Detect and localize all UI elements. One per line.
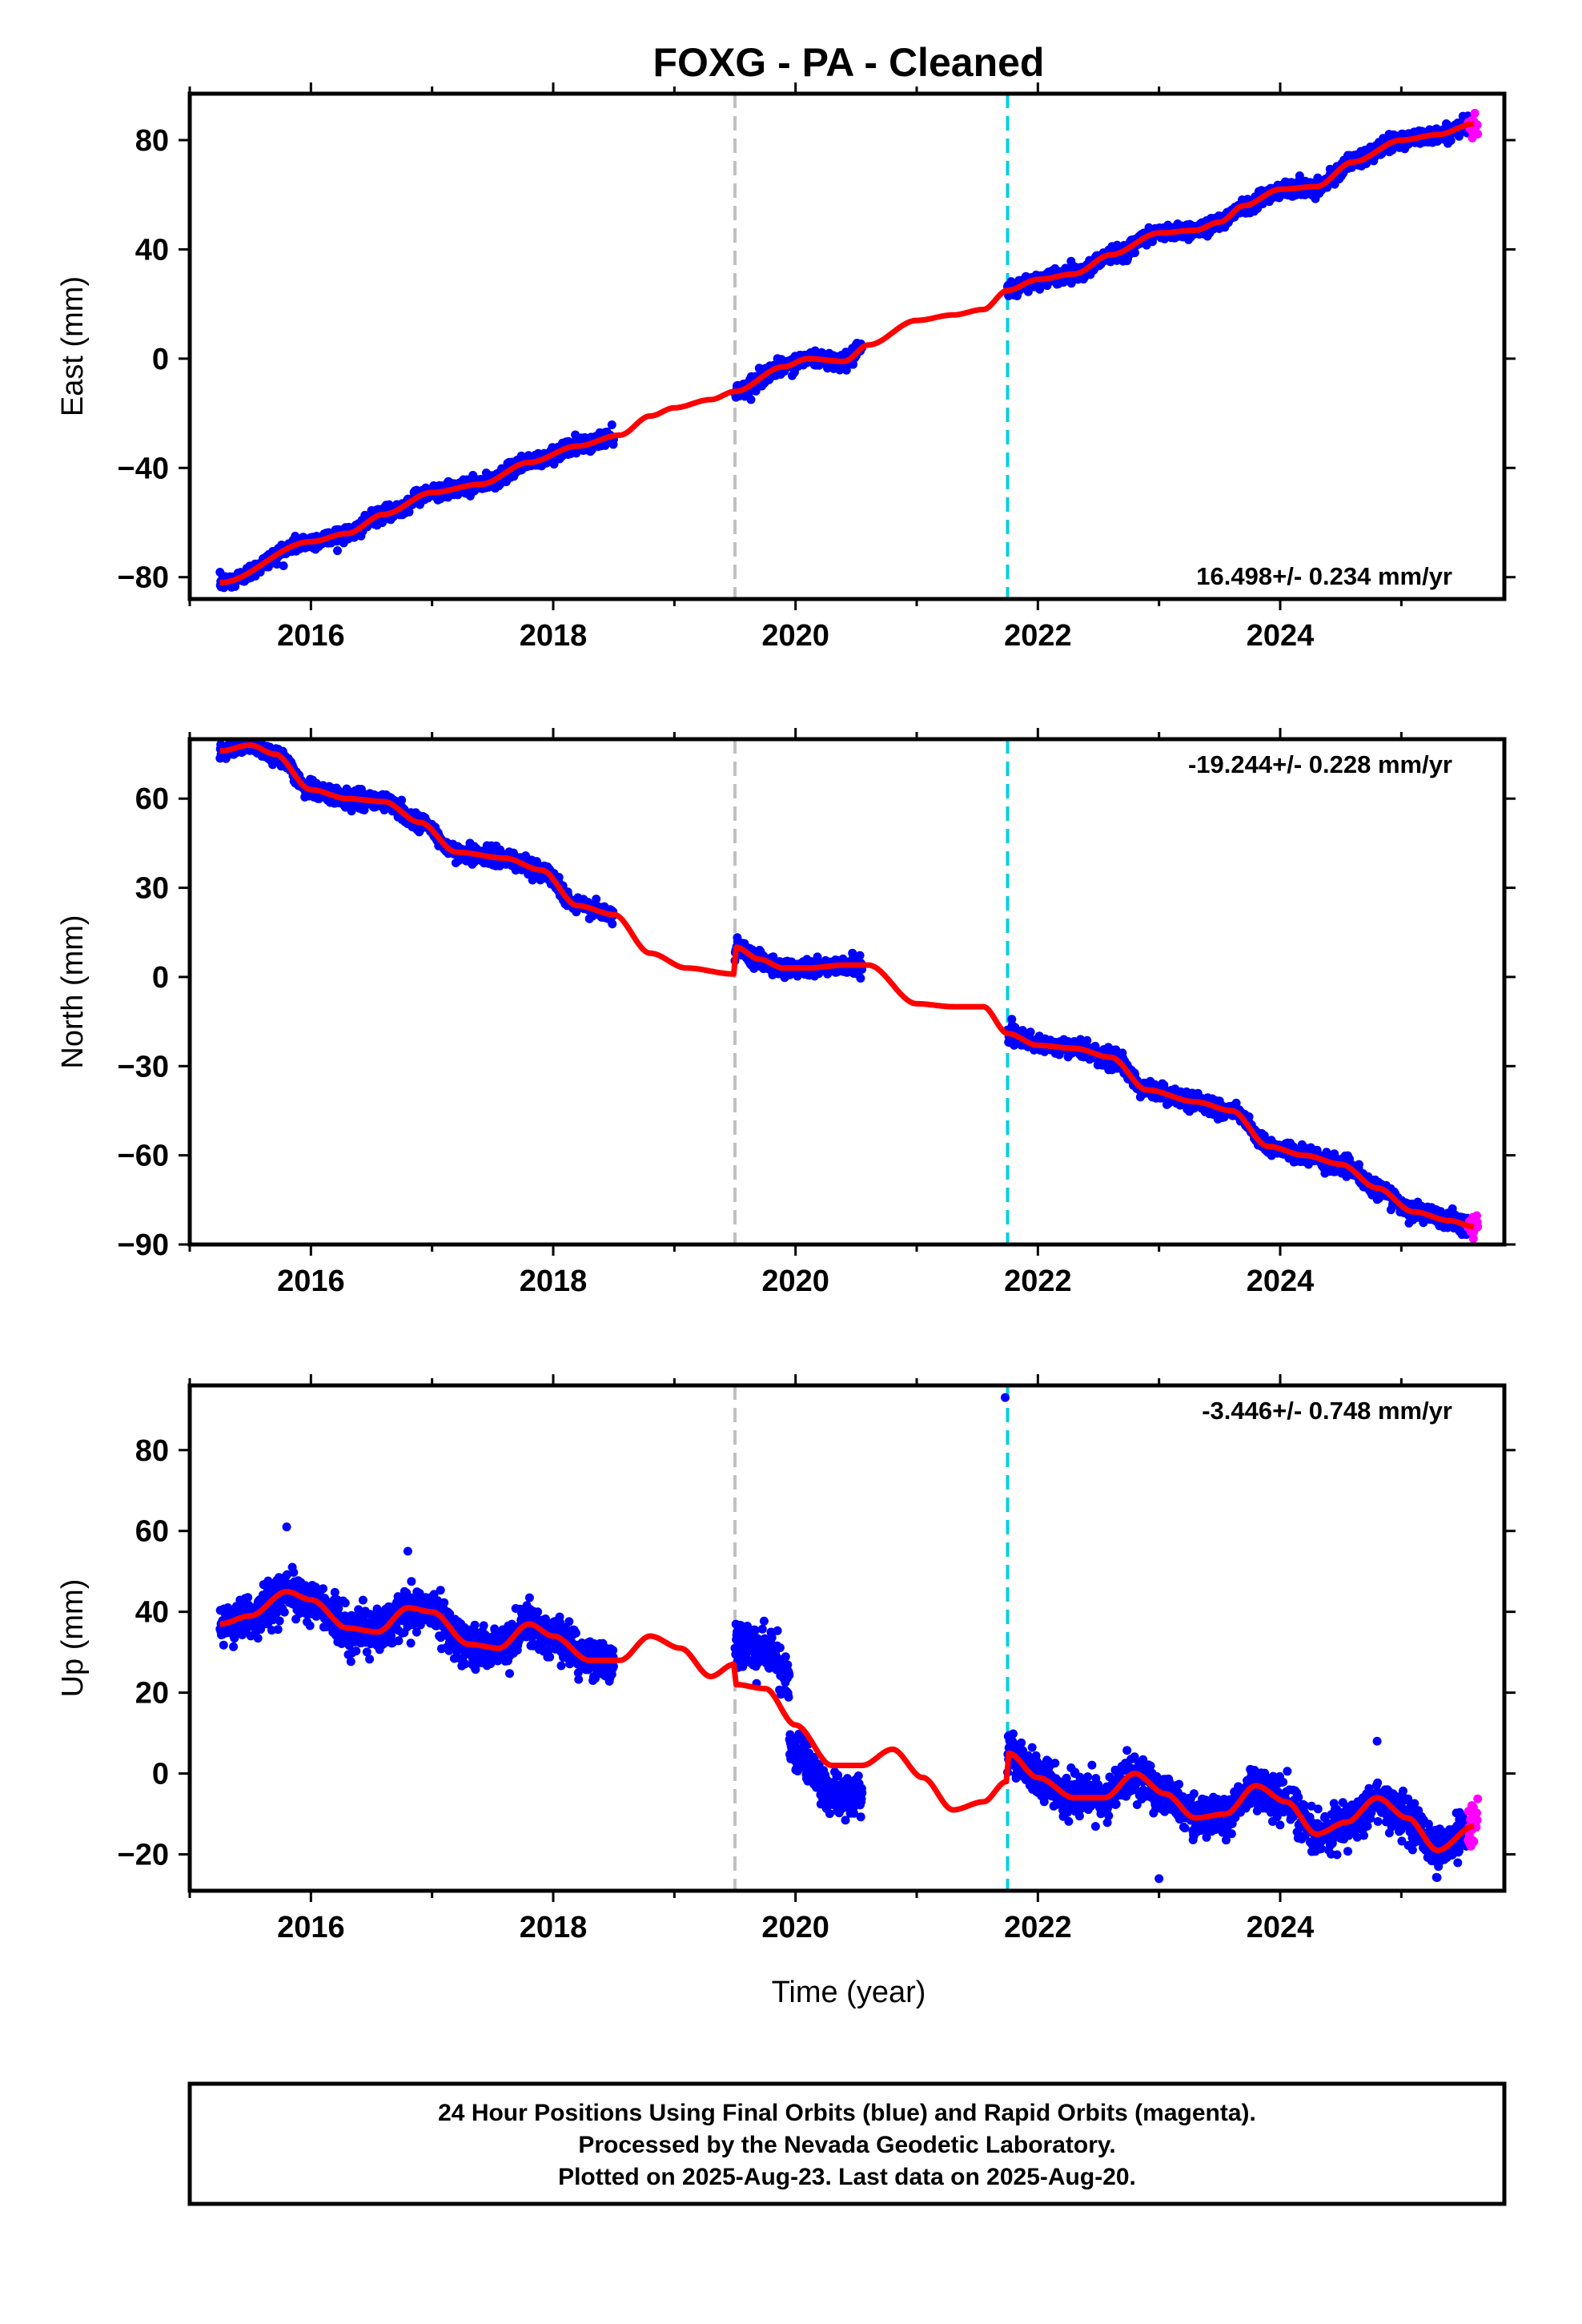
position-point [608,919,617,929]
plot-area [215,739,1483,1244]
x-tick-label: 2024 [1247,619,1315,653]
east-panel: 2016 2018 2020 2022 2024 −80 −40 0 40 80 East (mm)… [56,82,1516,653]
chart-title: FOXG - PA - Cleaned [653,40,1045,85]
x-tick-label: 2016 [277,619,345,653]
y-tick-label: 40 [135,233,169,267]
y-tick-label: 80 [135,124,169,158]
x-tick-label: 2020 [761,619,829,653]
north-panel: 2016 2018 2020 2022 2024−90−60−3003060North … [56,728,1516,1298]
velocity-rate-label: 16.498+/- 0.234 mm/yr [1196,562,1452,590]
y-axis-label: East (mm) [56,276,90,416]
rapid-position-point [1473,129,1483,139]
y-tick-label: −80 [118,561,169,595]
position-point [1446,136,1456,145]
plot-frame [187,91,1507,601]
position-point [592,895,601,904]
position-point [272,560,282,569]
position-point [607,420,616,429]
plot-area [215,94,1483,599]
y-tick-label: −40 [118,452,169,485]
position-point [751,386,761,396]
position-point [1130,248,1139,258]
position-point [856,974,865,983]
rapid-position-point [1470,108,1480,118]
position-point [855,951,865,960]
position-point [849,360,857,369]
x-tick-label: 2018 [520,619,588,653]
x-tick-label: 2022 [1004,619,1072,653]
position-point [746,395,756,404]
y-tick-label: 0 [152,343,169,376]
position-point [279,561,288,570]
final-orbit-points [215,111,1472,593]
final-orbit-points [215,739,1472,1240]
position-point [333,546,342,556]
position-point [397,795,407,805]
